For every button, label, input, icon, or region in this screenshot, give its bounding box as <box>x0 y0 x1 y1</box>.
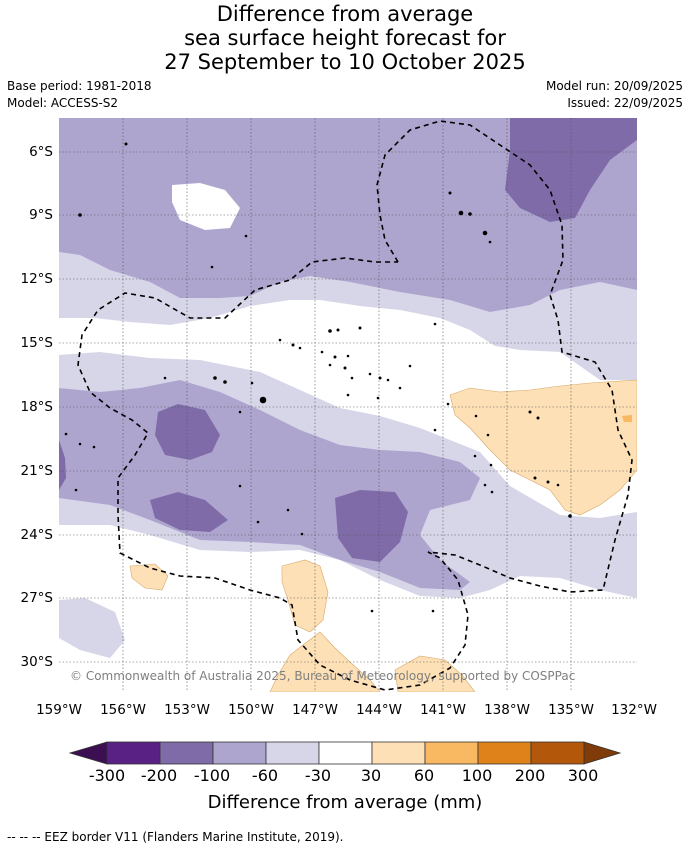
title-line-1: Difference from average <box>216 2 474 26</box>
lon-label-132w: 132°W <box>611 702 657 718</box>
contour-pos30-d <box>394 655 476 692</box>
cb-tick-neg100: -100 <box>193 766 231 785</box>
chart-title: Difference from average sea surface heig… <box>0 2 690 74</box>
cb-tick-60: 60 <box>413 766 435 785</box>
lon-label-150w: 150°W <box>228 702 274 718</box>
lon-label-135w: 135°W <box>548 702 594 718</box>
contour-neg100-c <box>335 490 408 562</box>
meta-left: Base period: 1981-2018 Model: ACCESS-S2 <box>7 78 152 112</box>
map-grid <box>59 118 637 692</box>
contour-neg60 <box>59 118 637 312</box>
cb-cell-6 <box>424 741 479 765</box>
lat-label-27s: 27°S <box>20 590 54 606</box>
cb-tick-neg30: -30 <box>304 766 332 785</box>
colorbar-title: Difference from average (mm) <box>207 792 483 813</box>
eez-north <box>77 120 633 691</box>
lat-label-15s: 15°S <box>20 335 54 351</box>
model-run: Model run: 20/09/2025 <box>545 79 683 93</box>
cb-extend-high <box>583 741 622 765</box>
cb-cell-7 <box>477 741 532 765</box>
base-period: Base period: 1981-2018 <box>7 79 152 93</box>
cb-extend-low <box>68 741 108 765</box>
lat-label-30s: 30°S <box>20 654 54 670</box>
white-patch-north <box>172 183 240 230</box>
islands <box>64 142 572 613</box>
cb-tick-neg60: -60 <box>251 766 279 785</box>
cb-cell-1 <box>159 741 214 765</box>
lon-label-138w: 138°W <box>484 702 530 718</box>
lat-label-9s: 9°S <box>29 207 53 223</box>
cb-cell-3 <box>265 741 320 765</box>
cb-cell-4 <box>318 741 373 765</box>
cb-tick-neg300: -300 <box>88 766 126 785</box>
cb-tick-100: 100 <box>461 766 493 785</box>
lon-label-153w: 153°W <box>164 702 210 718</box>
eez-borders <box>77 120 633 691</box>
lon-label-147w: 147°W <box>292 702 338 718</box>
contour-neg30-sw <box>59 598 125 658</box>
lat-label-24s: 24°S <box>20 527 54 543</box>
lat-label-21s: 21°S <box>20 463 54 479</box>
model-name: Model: ACCESS-S2 <box>7 96 119 110</box>
title-line-3: 27 September to 10 October 2025 <box>164 50 526 74</box>
cb-tick-300: 300 <box>567 766 599 785</box>
map-plot <box>59 118 637 692</box>
cb-tick-200: 200 <box>514 766 546 785</box>
cb-cell-2 <box>212 741 267 765</box>
issued-date: Issued: 22/09/2025 <box>567 96 683 110</box>
eez-footnote: -- -- -- EEZ border V11 (Flanders Marine… <box>7 830 344 844</box>
cb-tick-neg200: -200 <box>140 766 178 785</box>
contour-pos30-a <box>129 563 169 591</box>
lon-label-156w: 156°W <box>100 702 146 718</box>
cb-cell-0 <box>106 741 161 765</box>
contour-neg100-w <box>59 440 66 490</box>
meta-right: Model run: 20/09/2025 Issued: 22/09/2025 <box>546 78 683 112</box>
copyright-notice: © Commonwealth of Australia 2025, Bureau… <box>70 669 576 683</box>
lat-label-18s: 18°S <box>20 399 54 415</box>
contour-neg100-ne <box>505 118 637 222</box>
lat-label-12s: 12°S <box>20 271 54 287</box>
lat-label-6s: 6°S <box>29 144 53 160</box>
title-line-2: sea surface height forecast for <box>184 26 506 50</box>
contour-neg100-a <box>155 404 220 460</box>
cb-cell-5 <box>371 741 426 765</box>
colorbar <box>68 741 622 765</box>
cb-cell-8 <box>530 741 585 765</box>
contour-neg100-b <box>150 492 228 532</box>
contour-pos30-east <box>449 379 637 516</box>
contour-pos60-speck <box>622 415 632 422</box>
cb-tick-30: 30 <box>360 766 382 785</box>
lon-label-159w: 159°W <box>36 702 82 718</box>
lon-label-144w: 144°W <box>356 702 402 718</box>
lon-label-141w: 141°W <box>420 702 466 718</box>
